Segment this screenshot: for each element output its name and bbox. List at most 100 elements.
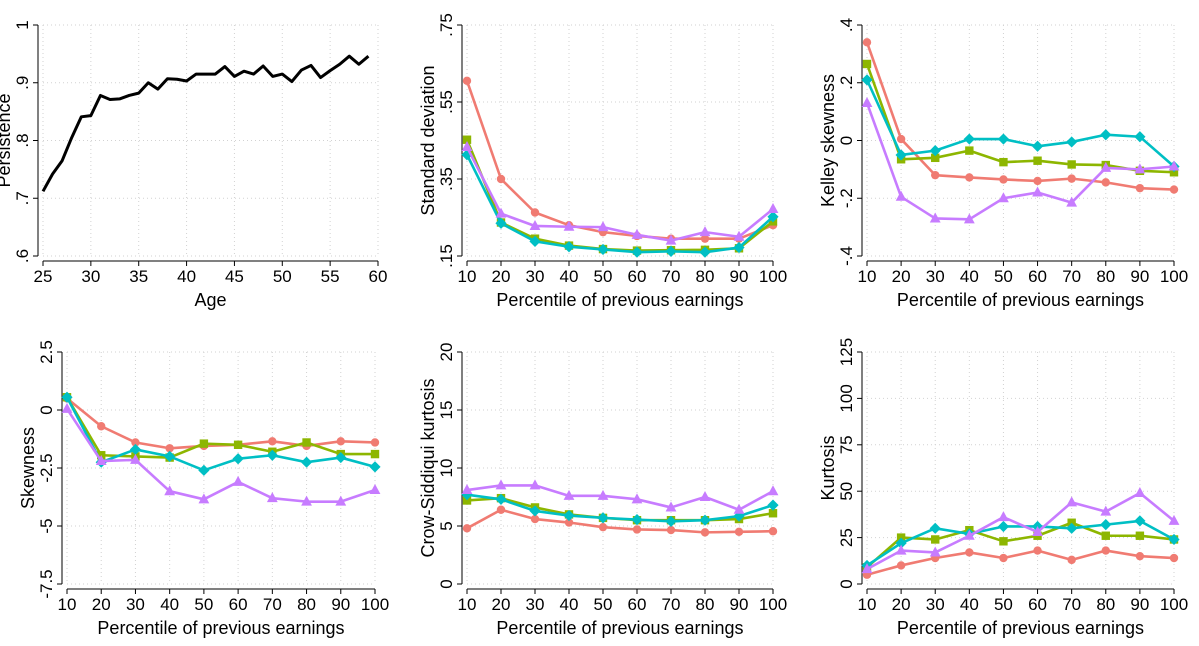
- data-point: [495, 479, 507, 490]
- data-point: [931, 153, 940, 163]
- data-point: [496, 174, 506, 184]
- data-point: [896, 561, 906, 570]
- data-point: [733, 230, 745, 241]
- y-tick-label: 100: [837, 384, 856, 412]
- x-tick-label: 100: [1160, 267, 1188, 286]
- x-tick-label: 50: [594, 595, 613, 614]
- data-point: [232, 475, 244, 486]
- data-point: [733, 241, 745, 254]
- data-point: [999, 537, 1008, 546]
- data-point: [1031, 140, 1044, 152]
- data-point: [699, 246, 711, 258]
- x-tick-label: 20: [892, 595, 911, 614]
- data-point: [1066, 496, 1078, 507]
- data-point: [97, 422, 106, 431]
- y-axis-title: Standard deviation: [418, 65, 438, 215]
- x-tick-label: 20: [492, 595, 511, 614]
- data-point: [767, 499, 779, 511]
- y-tick-label: .8: [13, 133, 32, 147]
- x-tick-label: 80: [1096, 267, 1115, 286]
- data-point: [1135, 183, 1145, 193]
- data-point: [1169, 553, 1179, 563]
- data-point: [997, 520, 1010, 533]
- data-point: [1135, 551, 1145, 561]
- series-line-3: [65, 396, 376, 472]
- x-tick-label: 10: [58, 595, 77, 614]
- data-point: [461, 141, 473, 152]
- y-tick-label: -7.5: [37, 569, 56, 598]
- series-line-1: [465, 80, 774, 240]
- x-tick-label: 40: [960, 595, 979, 614]
- x-tick-label: 60: [628, 595, 647, 614]
- data-point: [734, 527, 744, 536]
- x-tick-label: 40: [160, 595, 179, 614]
- data-point: [1032, 186, 1043, 197]
- data-point: [631, 493, 643, 504]
- data-point: [598, 522, 608, 532]
- data-point: [999, 175, 1008, 184]
- y-tick-label: .75: [437, 13, 456, 37]
- x-tick-label: 10: [458, 267, 477, 286]
- series-line-2: [65, 396, 375, 459]
- data-point: [198, 464, 210, 476]
- data-point: [462, 496, 472, 505]
- data-point: [462, 524, 472, 533]
- x-tick-label: 20: [492, 267, 511, 286]
- x-tick-label: 50: [994, 595, 1013, 614]
- data-point: [1066, 196, 1078, 207]
- data-point: [335, 451, 347, 464]
- data-point: [1134, 515, 1146, 527]
- data-point: [1100, 161, 1112, 172]
- data-point: [131, 438, 140, 447]
- y-tick-label: 25: [837, 528, 856, 547]
- data-point: [266, 449, 278, 461]
- data-point: [462, 135, 472, 144]
- series-line-1: [66, 397, 376, 450]
- data-point: [95, 455, 107, 466]
- y-tick-label: .55: [437, 90, 456, 114]
- data-point: [963, 133, 975, 145]
- y-axis-title: Skewness: [18, 427, 38, 509]
- y-tick-label: .35: [437, 167, 456, 191]
- x-tick-label: 10: [858, 595, 877, 614]
- data-point: [631, 246, 643, 258]
- data-point: [861, 96, 873, 107]
- data-point: [130, 453, 141, 464]
- data-point: [1101, 178, 1110, 187]
- x-tick-label: 90: [730, 267, 749, 286]
- data-point: [768, 527, 778, 536]
- x-tick-label: 80: [1096, 595, 1115, 614]
- series-line-4: [465, 146, 774, 242]
- data-point: [963, 213, 975, 224]
- data-point: [666, 525, 676, 535]
- data-point: [496, 505, 506, 514]
- data-point: [862, 59, 872, 69]
- y-tick-label: 20: [437, 343, 456, 362]
- x-tick-label: 60: [229, 595, 248, 614]
- x-tick-label: 70: [1062, 267, 1081, 286]
- data-point: [965, 146, 974, 155]
- x-tick-label: 30: [926, 267, 945, 286]
- data-point: [929, 522, 941, 534]
- series-line-3: [466, 493, 774, 523]
- x-axis-title: Percentile of previous earnings: [897, 618, 1144, 638]
- y-axis-title: Crow-Siddiqui kurtosis: [418, 378, 438, 557]
- data-point: [998, 192, 1009, 203]
- data-point: [665, 234, 677, 245]
- data-point: [931, 170, 940, 180]
- data-point: [462, 76, 472, 86]
- data-point: [1066, 522, 1078, 534]
- data-point: [767, 485, 779, 496]
- data-point: [700, 528, 710, 537]
- data-point: [929, 145, 941, 157]
- y-tick-label: 75: [837, 435, 856, 454]
- data-point: [963, 529, 975, 540]
- x-tick-label: 90: [1130, 595, 1149, 614]
- data-point: [370, 438, 380, 447]
- data-point: [529, 505, 541, 517]
- data-point: [495, 493, 507, 505]
- x-axis-title: Percentile of previous earnings: [897, 290, 1144, 310]
- data-point: [563, 509, 575, 522]
- x-tick-label: 30: [126, 595, 145, 614]
- data-point: [665, 501, 677, 512]
